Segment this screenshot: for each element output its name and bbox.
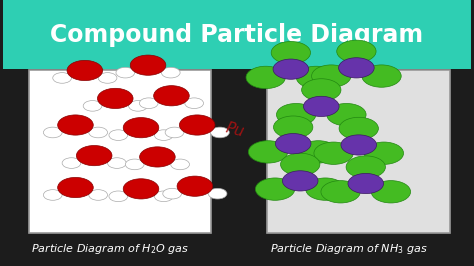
Circle shape bbox=[246, 66, 285, 89]
Circle shape bbox=[321, 181, 360, 203]
Circle shape bbox=[155, 191, 173, 202]
Circle shape bbox=[208, 188, 227, 199]
Circle shape bbox=[98, 73, 117, 83]
Circle shape bbox=[364, 142, 403, 164]
Circle shape bbox=[327, 103, 366, 126]
Circle shape bbox=[276, 103, 316, 126]
Circle shape bbox=[346, 156, 385, 178]
FancyBboxPatch shape bbox=[28, 70, 211, 233]
Circle shape bbox=[83, 101, 102, 111]
Circle shape bbox=[337, 40, 376, 63]
Circle shape bbox=[58, 115, 93, 135]
Circle shape bbox=[98, 88, 133, 109]
Circle shape bbox=[248, 141, 288, 163]
Circle shape bbox=[311, 65, 351, 87]
Circle shape bbox=[275, 134, 311, 154]
Text: Particle Diagram of NH$_3$ gas: Particle Diagram of NH$_3$ gas bbox=[270, 242, 428, 256]
Circle shape bbox=[155, 130, 173, 140]
Circle shape bbox=[348, 173, 383, 194]
Circle shape bbox=[341, 135, 376, 155]
Circle shape bbox=[281, 153, 320, 176]
Circle shape bbox=[108, 158, 126, 168]
Circle shape bbox=[89, 127, 108, 138]
Circle shape bbox=[123, 118, 159, 138]
Circle shape bbox=[210, 127, 229, 138]
Circle shape bbox=[76, 146, 112, 166]
Circle shape bbox=[53, 73, 72, 83]
FancyBboxPatch shape bbox=[3, 0, 471, 69]
Circle shape bbox=[299, 141, 338, 163]
Circle shape bbox=[123, 179, 159, 199]
Circle shape bbox=[255, 178, 295, 200]
Circle shape bbox=[303, 96, 339, 117]
Text: Pu: Pu bbox=[224, 121, 246, 140]
Circle shape bbox=[67, 60, 102, 81]
Circle shape bbox=[44, 127, 62, 138]
Circle shape bbox=[306, 178, 345, 200]
Circle shape bbox=[271, 41, 310, 64]
Circle shape bbox=[125, 159, 144, 170]
Circle shape bbox=[296, 66, 336, 89]
Circle shape bbox=[314, 142, 353, 164]
Circle shape bbox=[165, 127, 184, 138]
Circle shape bbox=[44, 190, 62, 200]
Circle shape bbox=[128, 101, 147, 111]
Circle shape bbox=[338, 58, 374, 78]
Circle shape bbox=[273, 116, 313, 138]
Circle shape bbox=[339, 117, 378, 140]
Circle shape bbox=[177, 176, 213, 196]
Circle shape bbox=[89, 190, 108, 200]
Circle shape bbox=[109, 191, 128, 202]
Circle shape bbox=[362, 65, 401, 87]
Circle shape bbox=[283, 171, 318, 191]
Circle shape bbox=[154, 86, 189, 106]
Circle shape bbox=[109, 130, 128, 140]
Circle shape bbox=[140, 147, 175, 167]
Circle shape bbox=[301, 79, 341, 101]
Circle shape bbox=[161, 67, 180, 78]
Circle shape bbox=[58, 177, 93, 198]
Circle shape bbox=[139, 98, 158, 109]
Polygon shape bbox=[103, 69, 160, 89]
Circle shape bbox=[179, 115, 215, 135]
Text: Compound Particle Diagram: Compound Particle Diagram bbox=[50, 23, 424, 47]
Circle shape bbox=[171, 159, 190, 170]
Circle shape bbox=[116, 67, 135, 78]
Circle shape bbox=[273, 59, 309, 79]
Circle shape bbox=[62, 158, 81, 168]
Circle shape bbox=[185, 98, 203, 109]
Circle shape bbox=[163, 188, 182, 199]
FancyBboxPatch shape bbox=[267, 70, 450, 233]
Circle shape bbox=[130, 55, 166, 75]
Circle shape bbox=[371, 181, 410, 203]
Text: Particle Diagram of H$_2$O gas: Particle Diagram of H$_2$O gas bbox=[31, 242, 189, 256]
